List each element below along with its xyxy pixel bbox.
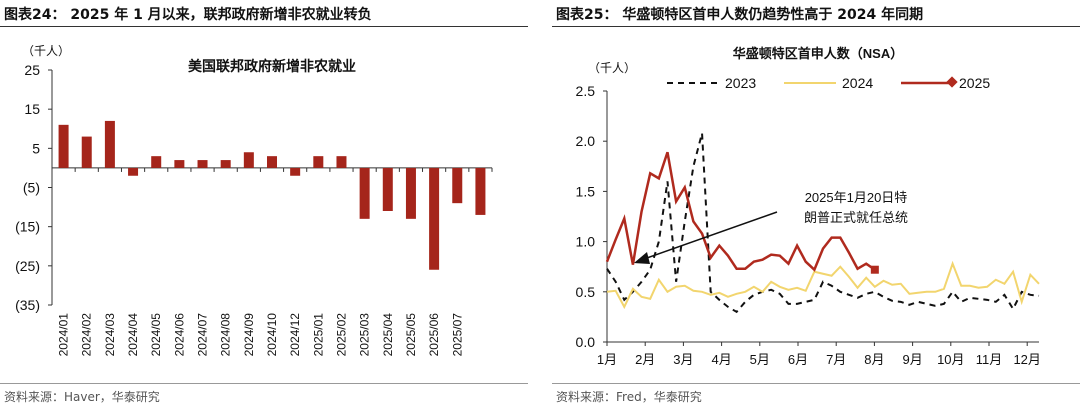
y-tick-label: 1.5 [576, 183, 596, 199]
bar [382, 167, 393, 211]
left-figure-header: 图表24： 2025 年 1 月以来，联邦政府新增非农就业转负 [4, 7, 372, 23]
right-figure-header: 图表25： 华盛顿特区首申人数仍趋势性高于 2024 年同期 [556, 7, 924, 23]
x-tick-label: 2024/03 [103, 313, 117, 357]
bar [429, 167, 440, 270]
left-source: 资料来源：Haver，华泰研究 [4, 390, 160, 404]
x-tick-label: 3月 [673, 352, 693, 367]
x-tick-label: 2025/05 [404, 313, 418, 357]
bar [452, 167, 463, 204]
header-rule-right [552, 26, 1080, 27]
y-tick-label: 5 [32, 140, 40, 156]
x-tick-label: 2024/08 [219, 313, 233, 357]
x-tick-label: 2025/04 [381, 313, 395, 357]
series-line-2025 [605, 151, 876, 272]
federal-payroll-bar-chart: （千人） 美国联邦政府新增非农就业 25 15 5 (5) (15) (25) (35) 20… [15, 44, 493, 357]
y-unit-label: （千人） [22, 44, 70, 58]
bar [104, 120, 115, 168]
x-tick-label: 2月 [635, 352, 655, 367]
annotation-line-1: 2025年1月20日特 [805, 190, 908, 205]
x-tick-label: 2024/10 [265, 313, 279, 357]
x-tick-label: 9月 [902, 352, 922, 367]
y-tick-label: (35) [15, 297, 40, 313]
chart-title: 美国联邦政府新增非农就业 [188, 58, 356, 74]
chart-title: 华盛顿特区首申人数（NSA） [733, 46, 903, 61]
series-2025-end-marker [870, 265, 879, 274]
series-line-2023 [606, 132, 1040, 314]
x-tick-label: 2025/07 [450, 313, 464, 357]
bar [58, 124, 69, 168]
bar [243, 152, 254, 168]
series-line-2024 [606, 260, 1040, 310]
bar [128, 167, 139, 176]
x-tick-label: 2024/04 [126, 313, 140, 357]
y-tick-label: 1.0 [576, 234, 596, 250]
header-rule-left [0, 26, 528, 27]
x-tick-label: 2024/09 [242, 313, 256, 357]
y-tick-label: 15 [24, 101, 40, 117]
bar [359, 167, 370, 219]
bar [151, 156, 162, 168]
y-tick-label: (25) [15, 258, 40, 274]
annotation-arrow [643, 211, 778, 260]
x-tick-label: 2024/07 [196, 313, 210, 357]
right-source: 资料来源：Fred，华泰研究 [556, 390, 702, 404]
y-unit-label: （千人） [588, 61, 636, 75]
bar [290, 167, 301, 176]
bar [220, 160, 231, 168]
y-tick-label: 25 [24, 62, 40, 78]
legend-marker-2025 [946, 76, 958, 88]
x-tick-label: 2025/01 [311, 313, 325, 357]
x-tick-label: 11月 [976, 352, 1003, 367]
annotation-line-2: 朗普正式就任总统 [804, 210, 908, 225]
bar [313, 156, 324, 168]
y-tick-label: 0.0 [576, 334, 596, 350]
x-tick-label: 5月 [750, 352, 770, 367]
x-tick-label: 2025/06 [427, 313, 441, 357]
x-tick-label: 2024/06 [172, 313, 186, 357]
x-tick-label: 2024/01 [57, 313, 71, 357]
bar [267, 156, 277, 168]
x-tick-label: 4月 [711, 352, 731, 367]
x-tick-label: 2024/12 [288, 313, 302, 357]
bar [197, 160, 208, 168]
x-tick-label: 2025/02 [334, 313, 348, 357]
x-tick-label: 10月 [937, 352, 964, 367]
legend-label-2023: 2023 [725, 75, 756, 91]
bar [475, 167, 486, 215]
x-tick-label: 2025/03 [358, 313, 372, 357]
y-tick-label: 2.5 [576, 83, 596, 99]
x-tick-label: 2024/02 [80, 313, 94, 357]
bar [336, 156, 347, 168]
x-tick-label: 6月 [788, 352, 808, 367]
legend-label-2025: 2025 [959, 75, 990, 91]
bar [174, 160, 185, 168]
bar [405, 167, 416, 219]
annotation-arrowhead-icon [634, 252, 650, 264]
footer-rule-right [552, 383, 1080, 384]
y-tick-label: 0.5 [576, 284, 596, 300]
legend-label-2024: 2024 [842, 75, 873, 91]
footer-rule-left [0, 383, 528, 384]
x-tick-label: 1月 [597, 352, 617, 367]
bar [81, 136, 92, 168]
y-tick-label: (15) [15, 219, 40, 235]
y-tick-label: 2.0 [576, 133, 596, 149]
x-tick-label: 12月 [1013, 352, 1040, 367]
x-tick-label: 2024/05 [149, 313, 163, 357]
y-tick-label: (5) [23, 180, 40, 196]
x-tick-label: 8月 [864, 352, 884, 367]
x-tick-label: 7月 [826, 352, 846, 367]
